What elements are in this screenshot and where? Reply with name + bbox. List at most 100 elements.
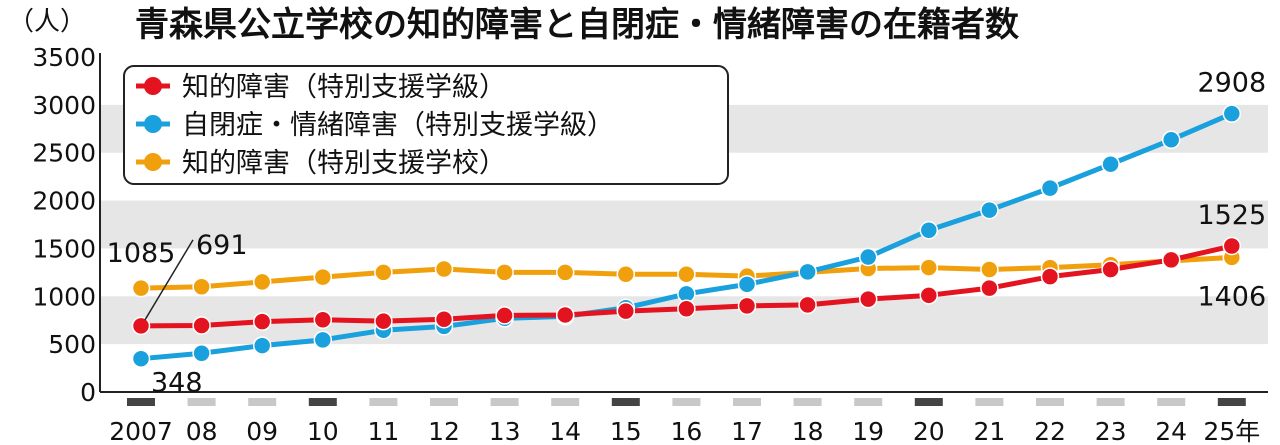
x-tick-labels: 2007 08 09 10 11 12 13 14 15 16 17 18 19 20 21 22 23 24 25…	[109, 417, 1260, 445]
data-point	[495, 306, 514, 325]
data-point	[252, 312, 272, 331]
data-point	[131, 349, 151, 368]
grid-band	[100, 200, 1268, 249]
x-tick-label: 25年	[1203, 417, 1260, 445]
x-tick-label: 17	[731, 417, 763, 445]
data-point	[1222, 236, 1242, 256]
x-tick-label: 12	[428, 417, 460, 445]
data-point	[192, 316, 211, 335]
data-point	[1040, 178, 1060, 198]
data-annotations: 1085 691 348 2908 1525 1406	[107, 68, 1267, 399]
data-point	[313, 330, 333, 350]
data-point	[616, 301, 636, 321]
x-year-marker	[430, 398, 458, 406]
chart-title: 青森県公立学校の知的障害と自閉症・情緒障害の在籍者数	[135, 5, 1019, 45]
data-point	[313, 267, 333, 287]
x-tick-label: 20	[913, 417, 945, 445]
y-tick-label: 3500	[32, 43, 96, 72]
data-point	[1222, 104, 1242, 123]
data-point	[798, 295, 817, 315]
x-tick-label: 10	[307, 417, 339, 445]
x-tick-label: 18	[792, 417, 824, 445]
data-point	[252, 336, 272, 355]
x-tick-label: 2007	[109, 417, 173, 445]
x-year-marker	[490, 398, 519, 406]
data-label: 1085	[107, 238, 176, 269]
y-tick-label: 1500	[32, 234, 96, 263]
x-year-marker	[308, 398, 337, 406]
x-tick-label: 15	[610, 417, 642, 445]
x-year-marker	[1217, 398, 1246, 406]
data-point	[980, 260, 999, 279]
data-point	[252, 272, 272, 292]
data-point	[192, 343, 211, 363]
data-point	[858, 247, 878, 267]
data-label: 1406	[1197, 281, 1266, 312]
data-point	[434, 310, 454, 329]
y-tick-label: 0	[80, 378, 96, 407]
data-point	[555, 305, 575, 325]
axes	[99, 53, 1268, 393]
data-point	[737, 296, 757, 316]
x-year-marker	[733, 398, 761, 406]
data-point	[980, 200, 999, 220]
x-year-marker	[793, 398, 822, 406]
data-point	[737, 275, 757, 294]
x-tick-label: 16	[670, 417, 702, 445]
y-tick-label: 3000	[32, 91, 96, 120]
data-point	[495, 263, 514, 282]
data-point	[131, 278, 151, 298]
x-year-marker	[854, 398, 883, 406]
data-label: 2908	[1197, 68, 1266, 99]
legend-swatch-dot	[144, 77, 162, 95]
x-tick-label: 14	[549, 417, 581, 445]
x-year-marker	[127, 398, 155, 406]
x-year-marker	[551, 398, 580, 406]
data-point	[374, 311, 393, 331]
x-year-marker	[187, 398, 216, 406]
data-label: 348	[151, 368, 203, 399]
x-year-marker	[1157, 398, 1186, 406]
x-tick-label: 24	[1155, 417, 1187, 445]
series-points-group	[131, 236, 1242, 336]
x-year-marker	[611, 398, 640, 406]
data-point	[980, 278, 999, 298]
data-point	[1101, 260, 1120, 279]
legend-label: 自閉症・情緒障害（特別支援学級）	[182, 110, 614, 141]
series-points	[131, 104, 1242, 368]
x-year-marker	[1096, 398, 1125, 406]
x-tick-label: 08	[186, 417, 218, 445]
x-tick-label: 22	[1034, 417, 1066, 445]
data-point	[1040, 267, 1060, 286]
y-tick-label: 1000	[32, 282, 96, 311]
data-point	[858, 289, 878, 309]
data-point	[1161, 130, 1181, 150]
x-year-marker	[369, 398, 398, 406]
data-point	[313, 310, 333, 329]
data-point	[434, 259, 454, 279]
data-point	[677, 299, 696, 318]
data-label: 1525	[1197, 200, 1266, 231]
x-year-marker	[914, 398, 943, 406]
data-point	[677, 265, 696, 284]
data-point	[798, 262, 817, 282]
data-point	[555, 263, 575, 282]
data-point	[919, 258, 939, 277]
x-year-marker	[975, 398, 1004, 406]
y-tick-label: 500	[48, 330, 96, 359]
x-year-marker	[248, 398, 277, 406]
data-point	[192, 277, 211, 296]
x-tick-label: 11	[367, 417, 399, 445]
data-point	[616, 265, 636, 284]
x-tick-label: 23	[1095, 417, 1127, 445]
leader-line	[144, 239, 194, 321]
y-tick-label: 2000	[32, 187, 96, 216]
x-tick-label: 13	[489, 417, 521, 445]
data-point	[131, 316, 151, 336]
legend: 知的障害（特別支援学級） 自閉症・情緒障害（特別支援学級） 知的障害（特別支援学校）	[123, 65, 729, 185]
x-year-markers	[127, 398, 1246, 406]
legend-swatch-dot	[144, 115, 162, 133]
data-point	[919, 286, 939, 305]
legend-swatch-dot	[144, 153, 162, 171]
